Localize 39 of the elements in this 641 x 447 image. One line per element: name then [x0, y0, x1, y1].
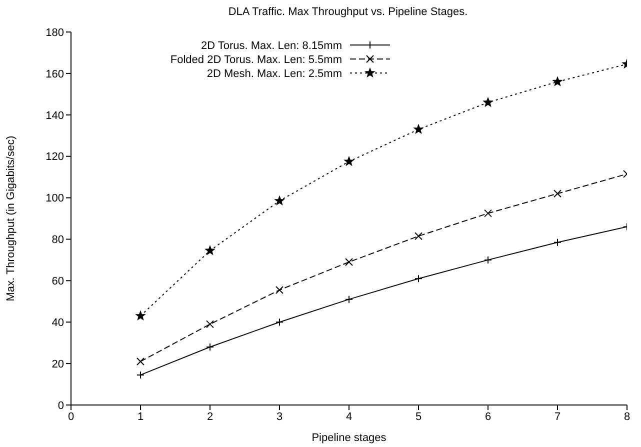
x-tick-label: 5: [415, 410, 422, 423]
point: [554, 190, 562, 198]
point: [344, 156, 354, 166]
x-tick-label: 4: [346, 410, 352, 423]
x-tick-label: 2: [206, 410, 214, 423]
x-tick-label: 3: [276, 410, 283, 423]
x-tick-label: 6: [484, 410, 492, 423]
point: [206, 320, 214, 328]
point: [136, 357, 144, 366]
point: [484, 209, 492, 218]
y-tick-label: 80: [52, 234, 64, 246]
y-tick-label: 160: [46, 68, 64, 80]
y-tick-label: 180: [46, 26, 64, 39]
legend-label: Folded 2D Torus. Max. Len: 5.5mm: [170, 54, 342, 66]
y-tick-label: 120: [46, 151, 64, 164]
x-axis-title: Pipeline stages: [312, 432, 387, 444]
point: [552, 76, 562, 86]
x-tick-label: 0: [68, 410, 74, 423]
y-axis-title: Max. Throughput (in Gigabits/sec): [4, 136, 17, 302]
y-tick-label: 100: [46, 192, 64, 205]
y-tick-label: 40: [52, 317, 64, 330]
point: [414, 232, 422, 240]
point: [136, 310, 146, 320]
point: [414, 124, 424, 134]
chart-title: DLA Traffic. Max Throughput vs. Pipeline Stages.: [228, 6, 468, 18]
point: [276, 286, 284, 294]
y-tick-label: 140: [46, 110, 64, 122]
legend-label: 2D Mesh. Max. Len: 2.5mm: [206, 68, 342, 80]
point: [345, 258, 353, 266]
x-tick-label: 8: [624, 410, 630, 423]
y-tick-label: 60: [52, 276, 64, 288]
legend-label: 2D Torus. Max. Len: 8.15mm: [200, 40, 342, 52]
y-tick-label: 0: [58, 400, 64, 412]
point: [205, 246, 215, 255]
x-tick-label: 7: [554, 410, 561, 423]
point: [274, 196, 284, 205]
x-tick-label: 1: [137, 410, 144, 423]
point: [483, 98, 493, 106]
y-tick-label: 20: [52, 358, 64, 370]
